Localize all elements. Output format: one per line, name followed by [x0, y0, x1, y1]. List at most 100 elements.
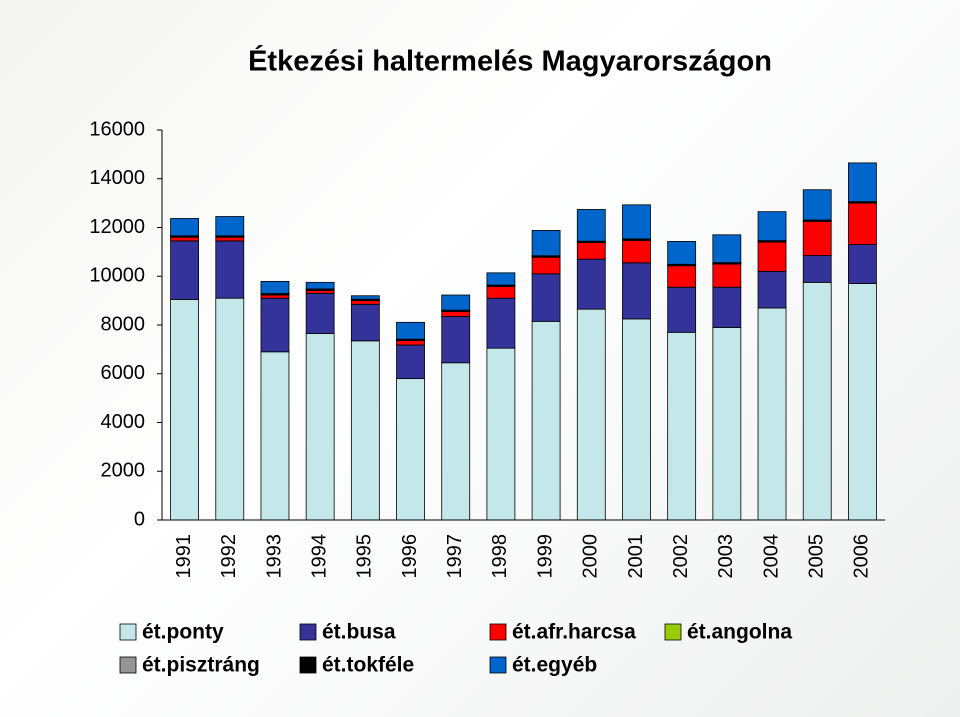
- legend-label: ét.afr.harcsa: [512, 621, 636, 644]
- bar-segment: [305, 292, 335, 334]
- y-tick-label: 6000: [101, 362, 146, 384]
- bar-segment: [712, 286, 742, 328]
- legend-swatch: [664, 623, 682, 641]
- x-tick-label: 2004: [760, 534, 782, 579]
- legend-label: ét.egyéb: [512, 654, 597, 677]
- x-tick-label: 1998: [489, 534, 511, 579]
- y-tick-label: 10000: [89, 265, 145, 287]
- bar-segment: [531, 273, 561, 322]
- x-tick-label: 1997: [444, 534, 466, 579]
- bar-segment: [396, 378, 425, 521]
- y-tick-label: 12000: [89, 216, 145, 238]
- bar-segment: [802, 255, 832, 283]
- bar-segment: [802, 189, 832, 221]
- x-tick-label: 2006: [851, 534, 873, 579]
- bar-segment: [441, 294, 471, 311]
- bar-segment: [576, 242, 606, 260]
- bar-segment: [396, 340, 425, 346]
- y-tick-label: 8000: [101, 313, 146, 335]
- bar-segment: [848, 283, 877, 521]
- x-tick-label: 2001: [625, 534, 647, 579]
- bar-segment: [260, 297, 290, 353]
- bar-segment: [305, 281, 335, 290]
- legend-swatch: [299, 656, 317, 674]
- bar-segment: [531, 320, 561, 521]
- y-tick-label: 16000: [89, 118, 145, 140]
- x-tick-label: 2005: [806, 534, 828, 579]
- x-tick-label: 1995: [354, 534, 376, 579]
- x-tick-label: 1992: [218, 534, 240, 579]
- legend-swatch: [299, 623, 317, 641]
- y-tick-label: 14000: [89, 167, 145, 189]
- legend-label: ét.tokféle: [322, 654, 414, 677]
- bar-segment: [576, 308, 606, 521]
- legend-swatch: [119, 623, 137, 641]
- bar-segment: [667, 240, 697, 265]
- bar-segment: [848, 162, 877, 203]
- legend-label: ét.ponty: [142, 621, 224, 644]
- bar-segment: [757, 241, 787, 272]
- x-tick-label: 2000: [580, 534, 602, 579]
- bar-segment: [305, 289, 335, 294]
- legend-label: ét.pisztráng: [142, 654, 260, 677]
- bar-segment: [848, 244, 877, 284]
- legend-label: ét.angolna: [687, 621, 792, 644]
- bar-segment: [531, 230, 561, 257]
- bar-segment: [486, 286, 516, 299]
- bar-segment: [486, 347, 516, 521]
- bar-segment: [350, 295, 380, 300]
- bar-segment: [576, 209, 606, 242]
- bar-segment: [170, 236, 199, 242]
- x-tick-label: 1999: [534, 534, 556, 579]
- legend-swatch: [489, 656, 507, 674]
- x-tick-label: 2003: [715, 534, 737, 579]
- bar-segment: [260, 294, 290, 299]
- bar-segment: [170, 240, 199, 300]
- legend-swatch: [489, 623, 507, 641]
- bar-segment: [441, 311, 471, 317]
- bar-segment: [712, 234, 742, 264]
- bar-segment: [441, 316, 471, 364]
- bar-segment: [260, 280, 290, 294]
- x-tick-label: 2002: [670, 534, 692, 579]
- legend-label: ét.busa: [322, 621, 396, 644]
- bar-segment: [531, 256, 561, 275]
- bar-segment: [622, 262, 651, 320]
- bar-segment: [305, 333, 335, 521]
- bar-segment: [712, 327, 742, 521]
- x-tick-label: 1996: [399, 534, 421, 579]
- x-tick-label: 1993: [263, 534, 285, 579]
- bar-segment: [622, 240, 651, 264]
- bar-segment: [667, 331, 697, 521]
- y-tick-label: 2000: [101, 460, 146, 482]
- bar-segment: [757, 211, 787, 242]
- bar-segment: [667, 265, 697, 288]
- bar-segment: [170, 299, 199, 521]
- bar-segment: [170, 218, 199, 237]
- bar-segment: [396, 344, 425, 380]
- bar-segment: [350, 340, 380, 521]
- bar-segment: [486, 272, 516, 286]
- bar-segment: [576, 258, 606, 310]
- x-tick-label: 1994: [308, 534, 330, 579]
- bar-segment: [757, 270, 787, 309]
- x-tick-label: 1991: [173, 534, 195, 579]
- bar-segment: [441, 362, 471, 521]
- legend-swatch: [119, 656, 137, 674]
- bar-segment: [667, 286, 697, 333]
- bar-segment: [215, 240, 245, 299]
- bar-segment: [350, 303, 380, 342]
- bar-segment: [260, 351, 290, 521]
- bar-segment: [848, 202, 877, 245]
- bar-segment: [802, 221, 832, 256]
- bar-segment: [622, 204, 651, 240]
- bar-segment: [712, 263, 742, 288]
- bar-segment: [396, 321, 425, 340]
- y-tick-label: 4000: [101, 411, 146, 433]
- bar-segment: [757, 307, 787, 521]
- chart-title: Étkezési haltermelés Magyarországon: [248, 44, 772, 78]
- y-tick-label: 0: [134, 508, 145, 530]
- bar-segment: [215, 297, 245, 521]
- bar-segment: [215, 236, 245, 242]
